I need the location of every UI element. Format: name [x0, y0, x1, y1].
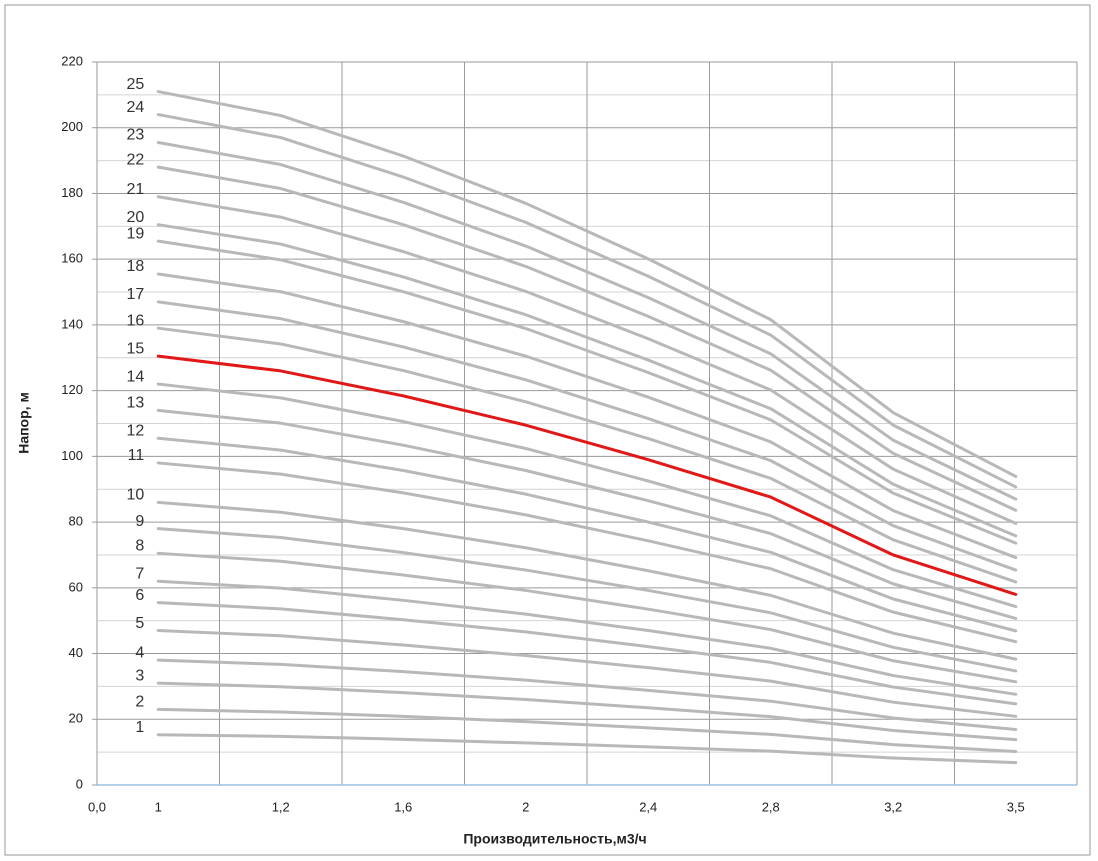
curve-label: 9	[135, 513, 144, 530]
y-tick-label: 0	[76, 776, 83, 791]
curve-label: 14	[126, 368, 144, 385]
curve-label: 22	[126, 151, 144, 168]
curve-label: 6	[135, 587, 144, 604]
x-tick-label: 3,2	[884, 799, 902, 814]
curve-label: 21	[126, 181, 144, 198]
y-axis-title: Напор, м	[16, 392, 32, 454]
curve-label: 10	[126, 487, 144, 504]
curve	[156, 300, 1018, 572]
curve	[156, 113, 1018, 489]
curve	[156, 579, 1018, 696]
curve	[156, 629, 1018, 718]
y-tick-label: 40	[69, 645, 83, 660]
curve-label: 4	[135, 644, 144, 661]
y-tick-label: 60	[69, 579, 83, 594]
y-tick-label: 80	[69, 514, 83, 529]
plot: 1234567891011121314151617181920212223242…	[126, 76, 1018, 765]
curve	[156, 90, 1018, 478]
curve-label: 11	[128, 447, 145, 464]
curve	[156, 527, 1018, 673]
curve-label: 18	[126, 258, 144, 275]
curve	[156, 461, 1018, 644]
curve	[156, 681, 1018, 742]
y-tick-label: 140	[61, 316, 83, 331]
curve	[156, 165, 1018, 512]
curve-label: 16	[126, 312, 144, 329]
curve-label: 15	[126, 340, 144, 357]
curve	[156, 500, 1018, 661]
curve-label: 19	[126, 225, 144, 242]
y-tick-label: 120	[61, 382, 83, 397]
curve	[156, 436, 1018, 633]
curve	[156, 141, 1018, 501]
curve	[156, 733, 1018, 765]
curve-label: 17	[126, 286, 144, 303]
curve-label: 24	[126, 99, 144, 116]
x-origin-label: 0,0	[88, 799, 106, 814]
x-tick-label: 1	[155, 799, 162, 814]
curve-label: 23	[126, 127, 144, 144]
curve	[156, 408, 1018, 620]
x-tick-label: 1,2	[272, 799, 290, 814]
curve-label: 20	[126, 209, 144, 226]
curve-label: 8	[135, 538, 144, 555]
curve	[156, 551, 1018, 684]
curve-label: 1	[135, 719, 144, 736]
curve-label: 3	[135, 667, 144, 684]
y-tick-label: 20	[69, 711, 83, 726]
y-tick-label: 180	[61, 185, 83, 200]
x-tick-label: 2,8	[762, 799, 780, 814]
x-tick-label: 2,4	[639, 799, 657, 814]
curve-label: 13	[126, 395, 144, 412]
curve	[156, 223, 1018, 538]
x-axis-title: Производительность,м3/ч	[463, 831, 646, 847]
curve	[156, 272, 1018, 560]
curve	[156, 195, 1018, 525]
curve-label: 7	[135, 565, 144, 582]
curve-label: 5	[135, 615, 144, 632]
y-tick-label: 100	[61, 448, 83, 463]
curve	[156, 707, 1018, 753]
y-tick-label: 160	[61, 251, 83, 266]
curve-label: 2	[135, 694, 144, 711]
curve	[156, 239, 1018, 545]
x-tick-label: 2	[522, 799, 529, 814]
curve-label: 12	[126, 423, 144, 440]
curve	[156, 601, 1018, 706]
curve-label: 25	[126, 76, 144, 93]
y-tick-label: 200	[61, 119, 83, 134]
curve	[156, 354, 1018, 596]
x-tick-label: 3,5	[1007, 799, 1025, 814]
curve	[156, 658, 1018, 731]
curve	[156, 326, 1018, 584]
curve	[156, 382, 1018, 609]
y-tick-label: 220	[61, 53, 83, 68]
x-tick-label: 1,6	[394, 799, 412, 814]
